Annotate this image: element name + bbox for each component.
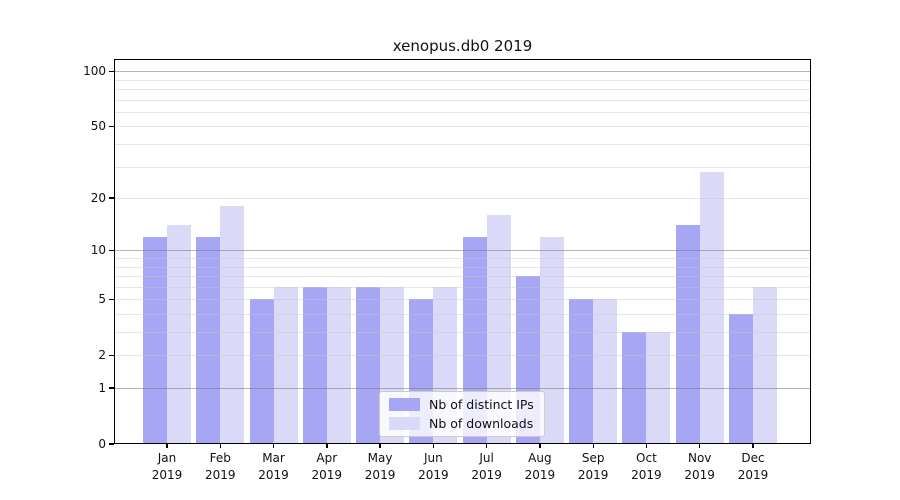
legend-item-downloads: Nb of downloads bbox=[389, 416, 534, 431]
x-tick-label-aug: Aug 2019 bbox=[524, 451, 556, 482]
chart-title: xenopus.db0 2019 bbox=[392, 37, 533, 55]
gridline-major-1 bbox=[114, 388, 811, 389]
gridline-minor-70 bbox=[114, 99, 811, 101]
bar-distinct-ips-mar bbox=[249, 299, 274, 444]
bar-distinct-ips-jan bbox=[143, 236, 167, 444]
gridline-minor-4 bbox=[114, 314, 811, 315]
x-tick-may bbox=[379, 444, 381, 448]
x-tick-aug bbox=[539, 444, 541, 448]
y-tick-1 bbox=[109, 387, 114, 389]
x-tick-jul bbox=[486, 444, 488, 448]
y-tick-5 bbox=[109, 298, 114, 300]
x-tick-apr bbox=[326, 444, 328, 448]
bar-distinct-ips-apr bbox=[302, 286, 327, 444]
gridline-minor-90 bbox=[114, 79, 811, 81]
y-tick-label-10: 10 bbox=[90, 243, 106, 258]
x-tick-label-jul: Jul 2019 bbox=[471, 451, 502, 482]
legend: Nb of distinct IPs Nb of downloads bbox=[379, 391, 545, 437]
x-tick-label-jan: Jan 2019 bbox=[151, 451, 183, 482]
bar-downloads-apr bbox=[326, 286, 351, 444]
x-tick-nov bbox=[699, 444, 701, 448]
y-tick-0 bbox=[109, 443, 114, 445]
gridline-minor-5 bbox=[114, 299, 811, 301]
gridline-minor-8 bbox=[114, 266, 811, 268]
legend-item-distinct-ips: Nb of distinct IPs bbox=[389, 397, 534, 412]
x-tick-label-oct: Oct 2019 bbox=[631, 451, 662, 482]
x-tick-label-sep: Sep 2019 bbox=[577, 451, 609, 482]
gridline-minor-2 bbox=[114, 355, 811, 357]
gridline-minor-20 bbox=[114, 198, 811, 200]
x-tick-feb bbox=[219, 444, 221, 448]
x-tick-label-jun: Jun 2019 bbox=[418, 451, 449, 482]
x-tick-jun bbox=[432, 444, 435, 448]
gridline-minor-40 bbox=[114, 144, 811, 146]
x-tick-label-feb: Feb 2019 bbox=[204, 451, 236, 482]
y-tick-10 bbox=[109, 249, 114, 251]
y-tick-100 bbox=[109, 70, 114, 72]
bar-downloads-feb bbox=[220, 206, 245, 444]
gridline-minor-3 bbox=[114, 332, 811, 334]
x-tick-mar bbox=[272, 444, 275, 448]
y-tick-label-5: 5 bbox=[98, 292, 106, 307]
y-tick-label-2: 2 bbox=[98, 348, 106, 363]
y-tick-2 bbox=[109, 354, 114, 356]
x-tick-dec bbox=[752, 444, 754, 448]
x-tick-label-may: May 2019 bbox=[364, 451, 396, 482]
legend-label-distinct-ips: Nb of distinct IPs bbox=[429, 397, 534, 412]
y-tick-label-20: 20 bbox=[90, 191, 106, 206]
x-tick-label-apr: Apr 2019 bbox=[311, 451, 343, 482]
bar-downloads-jan bbox=[167, 225, 191, 444]
bar-distinct-ips-may bbox=[356, 286, 381, 444]
y-tick-50 bbox=[109, 125, 114, 128]
gridline-minor-7 bbox=[114, 276, 811, 278]
gridline-minor-60 bbox=[114, 111, 811, 113]
bar-downloads-dec bbox=[752, 286, 777, 444]
gridline-minor-9 bbox=[114, 258, 811, 259]
gridline-minor-30 bbox=[114, 166, 811, 168]
gridline-minor-50 bbox=[114, 126, 811, 128]
x-tick-label-mar: Mar 2019 bbox=[258, 451, 289, 482]
bar-distinct-ips-sep bbox=[569, 299, 594, 444]
plot-area bbox=[109, 59, 811, 448]
gridline-major-10 bbox=[114, 250, 811, 252]
bar-downloads-nov bbox=[699, 172, 724, 444]
x-tick-label-nov: Nov 2019 bbox=[684, 451, 715, 482]
bar-distinct-ips-nov bbox=[675, 225, 700, 444]
gridline-minor-6 bbox=[114, 286, 811, 288]
bar-downloads-mar bbox=[273, 286, 298, 444]
y-tick-label-1: 1 bbox=[98, 381, 106, 395]
y-tick-label-0: 0 bbox=[98, 437, 106, 451]
bar-distinct-ips-feb bbox=[196, 236, 221, 444]
y-tick-label-100: 100 bbox=[83, 64, 106, 79]
y-tick-20 bbox=[109, 197, 114, 199]
legend-label-downloads: Nb of downloads bbox=[429, 416, 534, 431]
legend-swatch-downloads bbox=[389, 417, 420, 430]
y-tick-label-50: 50 bbox=[90, 119, 106, 134]
x-tick-label-dec: Dec 2019 bbox=[737, 451, 769, 482]
x-tick-oct bbox=[645, 444, 648, 448]
gridline-major-100 bbox=[114, 71, 811, 73]
x-tick-jan bbox=[166, 444, 168, 448]
x-tick-sep bbox=[592, 444, 594, 448]
legend-swatch-distinct-ips bbox=[389, 398, 420, 411]
gridline-minor-80 bbox=[114, 89, 811, 91]
bar-downloads-sep bbox=[593, 299, 618, 444]
bar-distinct-ips-dec bbox=[728, 314, 753, 444]
